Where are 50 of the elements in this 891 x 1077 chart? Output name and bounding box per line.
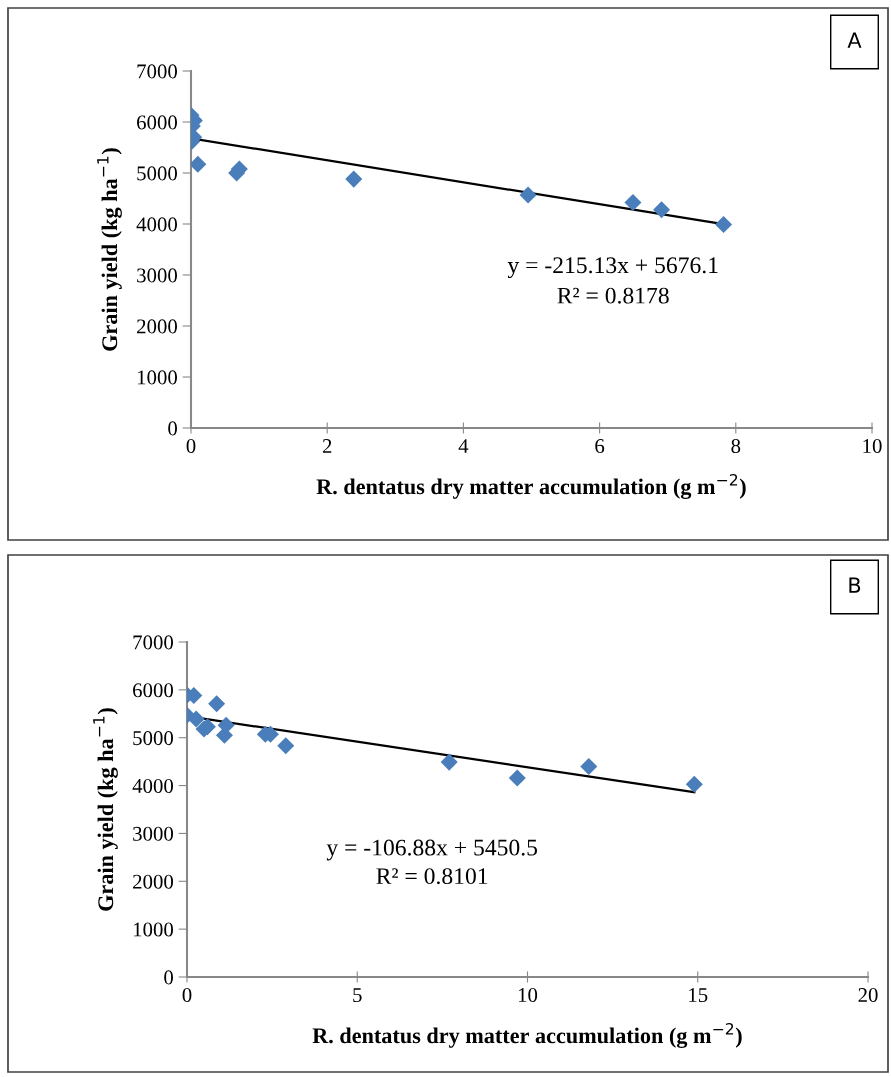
annotation: y = -215.13x + 5676.1 bbox=[507, 257, 718, 279]
y-tick-label: 6000 bbox=[133, 683, 174, 698]
x-tick-label: 2 bbox=[322, 439, 332, 453]
annotation: y = -106.88x + 5450.5 bbox=[326, 839, 538, 861]
point bbox=[440, 753, 458, 771]
y-axis-title: Grain yield (kg ha$^{−1}$) bbox=[93, 708, 118, 911]
x-axis-title: R. dentatus dry matter accumulation (g m$^{−2}$) bbox=[312, 1022, 742, 1048]
y-tick-label: 3000 bbox=[133, 826, 174, 841]
annotation: R² = 0.8101 bbox=[376, 868, 488, 885]
x-tick-label: 20 bbox=[858, 988, 878, 1003]
y-tick-label: 7000 bbox=[133, 635, 174, 650]
point bbox=[508, 769, 526, 787]
y-tick-label: 5000 bbox=[133, 731, 174, 746]
y-tick-label: 2000 bbox=[137, 319, 178, 334]
annotation: R² = 0.8178 bbox=[557, 287, 669, 304]
point bbox=[519, 186, 537, 204]
point bbox=[277, 737, 295, 755]
point bbox=[191, 155, 207, 173]
x-tick-label: 10 bbox=[518, 988, 538, 1003]
point bbox=[715, 216, 733, 234]
point bbox=[580, 757, 598, 775]
text: B bbox=[849, 577, 861, 593]
x-tick-label: 0 bbox=[182, 988, 192, 1003]
y-tick-label: 7000 bbox=[137, 64, 178, 79]
x-tick-label: 10 bbox=[863, 439, 882, 454]
y-tick-label: 5000 bbox=[137, 166, 178, 181]
x-tick-label: 8 bbox=[731, 439, 741, 454]
point bbox=[624, 194, 642, 212]
point bbox=[653, 201, 671, 219]
x-tick-label: 5 bbox=[353, 988, 362, 1003]
y-tick-label: 1000 bbox=[133, 922, 174, 937]
y-tick-label: 3000 bbox=[137, 268, 178, 283]
x-axis-title: R. dentatus dry matter accumulation (g m$^{−2}$) bbox=[316, 473, 746, 499]
x-tick-label: 6 bbox=[595, 439, 605, 454]
point bbox=[685, 775, 703, 793]
point bbox=[345, 170, 363, 188]
y-tick-label: 1000 bbox=[137, 370, 178, 385]
y-tick-label: 0 bbox=[164, 970, 174, 985]
point bbox=[187, 710, 205, 728]
point bbox=[208, 695, 226, 713]
text: A bbox=[847, 32, 862, 48]
y-tick-label: 4000 bbox=[136, 217, 178, 232]
y-tick-label: 4000 bbox=[132, 778, 174, 793]
x-tick-label: 15 bbox=[689, 988, 708, 1003]
y-axis-title: Grain yield (kg ha$^{−1}$) bbox=[97, 148, 122, 351]
x-tick-label: 0 bbox=[186, 439, 196, 454]
y-tick-label: 6000 bbox=[137, 115, 178, 130]
y-tick-label: 2000 bbox=[133, 874, 174, 889]
y-tick-label: 0 bbox=[168, 421, 178, 436]
x-tick-label: 4 bbox=[458, 439, 469, 453]
